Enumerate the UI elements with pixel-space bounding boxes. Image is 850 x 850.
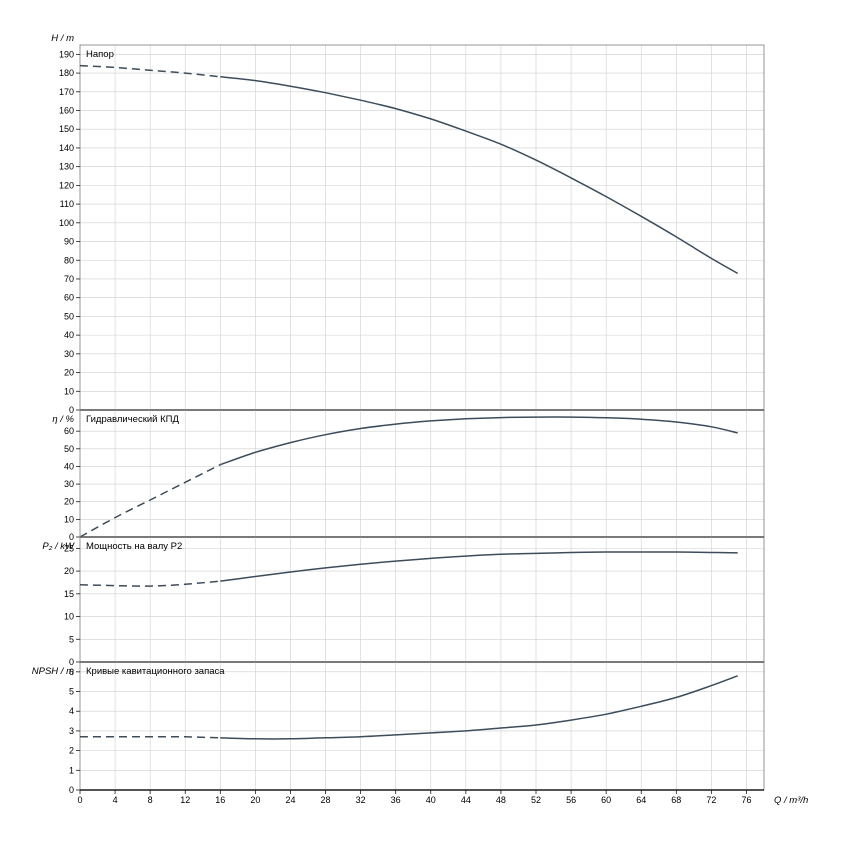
y-tick-label: 6 <box>69 667 74 677</box>
y-tick-label: 170 <box>59 87 74 97</box>
y-axis-unit-label: H / m <box>51 33 74 44</box>
x-tick-label: 60 <box>601 795 611 805</box>
x-tick-label: 56 <box>566 795 576 805</box>
x-tick-label: 44 <box>461 795 471 805</box>
curve-dashed-segment <box>79 736 221 739</box>
x-tick-label: 24 <box>285 795 295 805</box>
y-tick-label: 30 <box>64 349 74 359</box>
curve-solid-segment <box>220 551 738 582</box>
panel-title: Гидравлический КПД <box>86 414 179 425</box>
y-tick-label: 110 <box>60 199 74 209</box>
curve-dashed-segment <box>79 464 221 538</box>
panel-1: 0 10 20 30 40 50 60 70 80 90 100 110 120 130 140 150 160… <box>51 33 765 415</box>
x-tick-label: 12 <box>180 795 190 805</box>
panel-frame <box>79 409 765 538</box>
curve-solid-segment <box>220 675 738 740</box>
y-axis-unit-label: NPSH / m <box>32 666 74 677</box>
y-tick-label: 10 <box>64 612 74 622</box>
y-tick-label: 20 <box>64 497 74 507</box>
panel-title: Кривые кавитационного запаса <box>86 666 225 677</box>
y-tick-label: 50 <box>64 311 74 321</box>
y-tick-label: 60 <box>64 426 74 436</box>
y-tick-label: 25 <box>64 543 74 553</box>
y-tick-label: 50 <box>64 444 74 454</box>
panel-title: Напор <box>86 49 114 60</box>
y-tick-label: 60 <box>64 293 74 303</box>
x-tick-label: 40 <box>426 795 436 805</box>
y-tick-label: 20 <box>64 368 74 378</box>
y-tick-label: 100 <box>59 218 74 228</box>
y-tick-label: 40 <box>64 330 74 340</box>
y-tick-label: 40 <box>64 461 74 471</box>
y-tick-label: 80 <box>64 255 74 265</box>
panel-frame <box>79 536 765 663</box>
y-tick-label: 20 <box>64 566 74 576</box>
y-tick-label: 70 <box>64 274 74 284</box>
y-tick-label: 3 <box>69 726 74 736</box>
y-tick-label: 15 <box>64 589 74 599</box>
y-tick-label: 2 <box>69 746 74 756</box>
panel-2: 0 10 20 30 40 50 60η / % Гидравлический КПД <box>52 409 765 542</box>
panel-frame <box>79 661 765 791</box>
x-tick-label: 28 <box>321 795 331 805</box>
x-tick-label: 76 <box>741 795 751 805</box>
grid <box>80 537 764 662</box>
y-tick-label: 0 <box>69 532 74 542</box>
y-tick-label: 10 <box>64 514 74 524</box>
x-tick-label: 72 <box>706 795 716 805</box>
x-tick-label: 52 <box>531 795 541 805</box>
y-tick-label: 5 <box>69 634 74 644</box>
x-tick-label: 20 <box>250 795 260 805</box>
y-tick-label: 1 <box>69 765 74 775</box>
y-tick-label: 5 <box>69 687 74 697</box>
x-tick-label: 68 <box>671 795 681 805</box>
y-tick-label: 150 <box>59 124 74 134</box>
grid <box>80 662 764 790</box>
grid <box>80 410 764 537</box>
x-tick-label: 64 <box>636 795 646 805</box>
y-axis-unit-label: η / % <box>52 414 74 425</box>
y-tick-label: 30 <box>64 479 74 489</box>
x-tick-label: 32 <box>356 795 366 805</box>
curve-dashed-segment <box>79 580 221 587</box>
x-tick-label: 4 <box>113 795 118 805</box>
y-tick-label: 130 <box>59 162 74 172</box>
x-tick-label: 0 <box>77 795 82 805</box>
curve-solid-segment <box>220 76 739 275</box>
y-tick-label: 180 <box>59 68 74 78</box>
grid <box>80 45 764 410</box>
y-tick-label: 160 <box>59 106 74 116</box>
y-axis-unit-label: P₂ / kW <box>42 541 75 552</box>
y-tick-label: 90 <box>64 237 74 247</box>
curve-dashed-segment <box>79 64 221 78</box>
y-tick-label: 120 <box>59 180 74 190</box>
y-tick-label: 140 <box>59 143 74 153</box>
y-tick-label: 10 <box>64 386 74 396</box>
y-tick-label: 0 <box>69 657 74 667</box>
panel-title: Мощность на валу P2 <box>86 541 182 552</box>
x-axis: 0 4 8 12 16 20 24 28 32 36 40 44 48 52 56 60 64 68 72 76 Q /… <box>77 790 808 806</box>
x-tick-label: 16 <box>215 795 225 805</box>
y-tick-label: 0 <box>69 405 74 415</box>
x-axis-unit-label: Q / m³/h <box>774 795 808 806</box>
x-tick-label: 36 <box>391 795 401 805</box>
x-tick-label: 48 <box>496 795 506 805</box>
y-tick-label: 4 <box>69 706 74 716</box>
curve-solid-segment <box>220 416 738 466</box>
y-tick-label: 0 <box>69 785 74 795</box>
y-tick-label: 190 <box>59 49 74 59</box>
x-tick-label: 8 <box>148 795 153 805</box>
